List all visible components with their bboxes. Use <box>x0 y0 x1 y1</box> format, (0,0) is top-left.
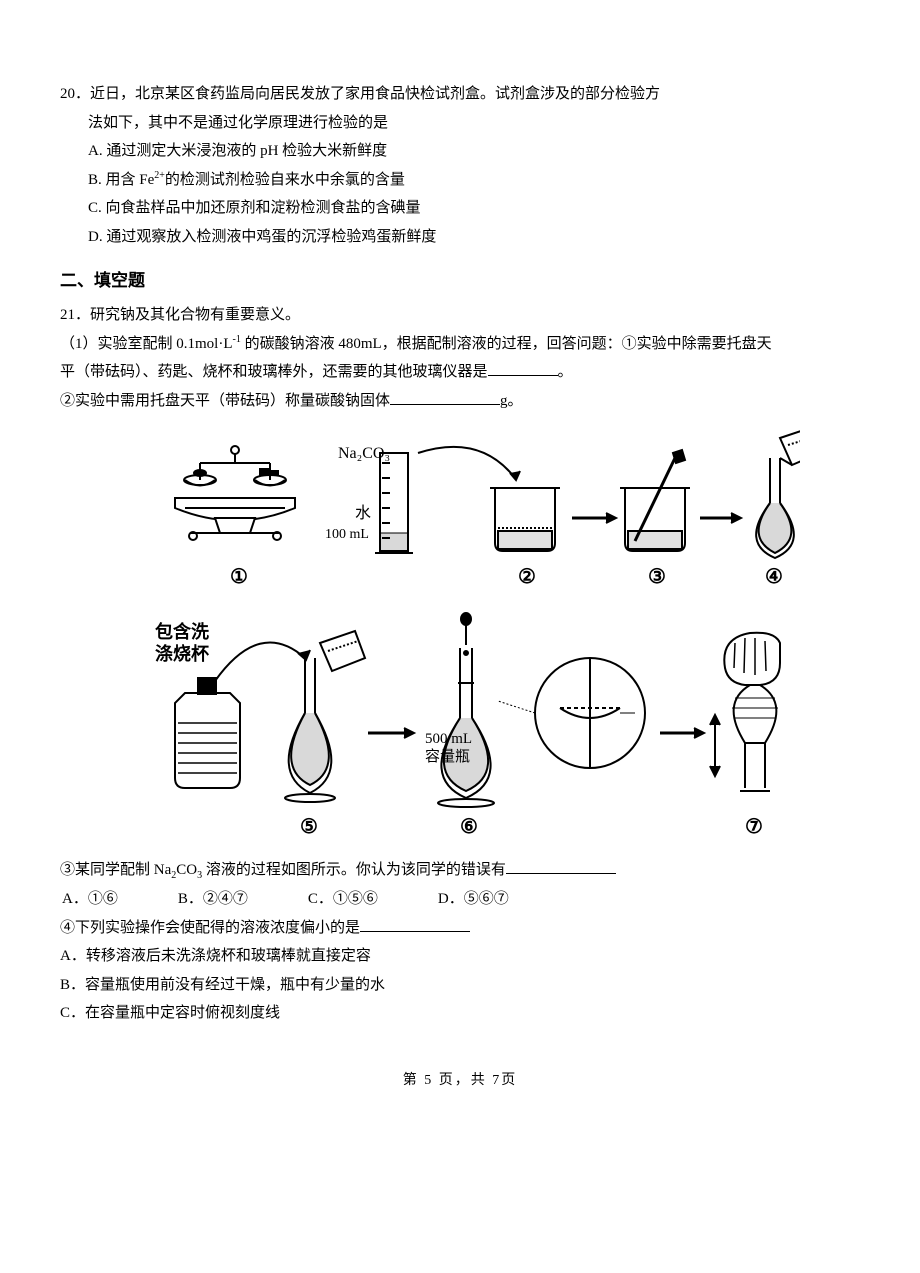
q20-stem-line1: 20．近日，北京某区食药监局向居民发放了家用食品快检试剂盒。试剂盒涉及的部分检验… <box>60 80 860 109</box>
step-7-invert <box>710 633 780 791</box>
step-4-flask-pour <box>756 428 800 558</box>
blank-errors[interactable] <box>506 858 616 874</box>
q21-part2: ②实验中需用托盘天平（带砝码）称量碳酸钠固体g。 <box>60 387 860 416</box>
step-3-beaker-stir <box>620 450 690 551</box>
label-100ml: 100 mL <box>325 527 369 542</box>
svg-text:500 mL: 500 mL <box>425 731 472 747</box>
blank-low-conc[interactable] <box>360 916 470 932</box>
label-na2co3: Na₂CO₃ <box>338 445 390 462</box>
q21-part4: ④下列实验操作会使配得的溶液浓度偏小的是 <box>60 914 860 943</box>
blank-mass[interactable] <box>390 389 500 405</box>
label-1: ① <box>230 566 248 588</box>
svg-text:涤烧杯: 涤烧杯 <box>155 643 210 664</box>
section-2-title: 二、填空题 <box>60 265 860 297</box>
step-2-beaker <box>490 488 560 551</box>
procedure-diagram: ① ② ③ ④ Na₂CO₃ 水 100 mL 包含洗 涤烧杯 <box>120 423 800 848</box>
label-2: ② <box>518 566 536 588</box>
q21-number: 21． <box>60 307 90 323</box>
q20-option-A: A. 通过测定大米浸泡液的 pH 检验大米新鲜度 <box>60 137 860 166</box>
q20-option-C: C. 向食盐样品中加还原剂和淀粉检测食盐的含碘量 <box>60 194 860 223</box>
label-6: ⑥ <box>460 816 478 838</box>
svg-text:容量瓶: 容量瓶 <box>425 748 470 765</box>
q20-stem-line2: 法如下，其中不是通过化学原理进行检验的是 <box>60 109 860 138</box>
q21-part3-choices: A．①⑥ B．②④⑦ C．①⑤⑥ D．⑤⑥⑦ <box>60 885 860 914</box>
label-7: ⑦ <box>745 816 763 838</box>
q20-number: 20． <box>60 86 90 102</box>
q20-option-D: D. 通过观察放入检测液中鸡蛋的沉浮检验鸡蛋新鲜度 <box>60 223 860 252</box>
svg-text:包含洗: 包含洗 <box>155 621 209 642</box>
p3-choice-C: C．①⑤⑥ <box>308 885 378 914</box>
p3-choice-D: D．⑤⑥⑦ <box>438 885 509 914</box>
q21-part1-line2: 平（带砝码）、药匙、烧杯和玻璃棒外，还需要的其他玻璃仪器是。 <box>60 358 860 387</box>
p3-choice-B: B．②④⑦ <box>178 885 248 914</box>
label-water: 水 <box>355 504 371 522</box>
q21-part1-line1: （1）实验室配制 0.1mol·L-1 的碳酸钠溶液 480mL，根据配制溶液的… <box>60 330 860 359</box>
page-footer: 第 5 页，共 7页 <box>60 1068 860 1095</box>
label-4: ④ <box>765 566 783 588</box>
p3-choice-A: A．①⑥ <box>62 885 118 914</box>
q21-p4-option-B: B．容量瓶使用前没有经过干燥，瓶中有少量的水 <box>60 971 860 1000</box>
q21-p4-option-C: C．在容量瓶中定容时俯视刻度线 <box>60 999 860 1028</box>
q20-option-B: B. 用含 Fe2+的检测试剂检验自来水中余氯的含量 <box>60 166 860 195</box>
blank-apparatus[interactable] <box>488 360 558 376</box>
q21-p4-option-A: A．转移溶液后未洗涤烧杯和玻璃棒就直接定容 <box>60 942 860 971</box>
step-6-flask-dropper <box>438 613 494 807</box>
q21-part3: ③某同学配制 Na2CO3 溶液的过程如图所示。你认为该同学的错误有 <box>60 856 860 885</box>
question-20: 20．近日，北京某区食药监局向居民发放了家用食品快检试剂盒。试剂盒涉及的部分检验… <box>60 80 860 251</box>
step-1-balance <box>175 446 295 540</box>
label-3: ③ <box>648 566 666 588</box>
label-5: ⑤ <box>300 816 318 838</box>
question-21: 21．研究钠及其化合物有重要意义。 （1）实验室配制 0.1mol·L-1 的碳… <box>60 301 860 1028</box>
q21-stem: 21．研究钠及其化合物有重要意义。 <box>60 301 860 330</box>
